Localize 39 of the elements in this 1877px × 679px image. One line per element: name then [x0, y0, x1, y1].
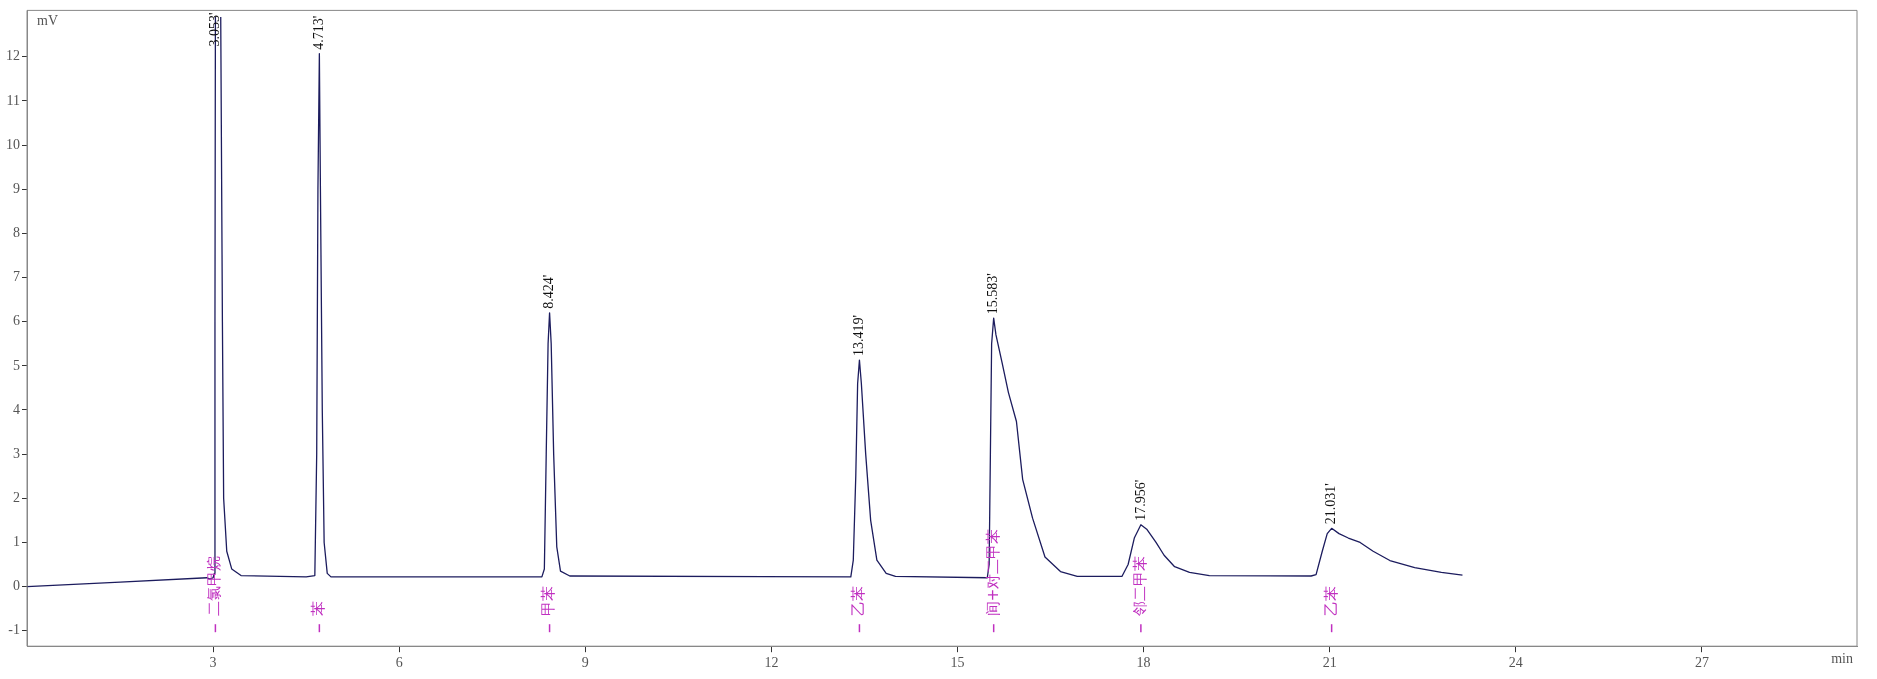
annotation: 二氯甲烷: [205, 556, 224, 617]
y-tick-label: 6: [13, 313, 20, 329]
x-axis-title: min: [1831, 650, 1853, 666]
annotation: 4.713': [311, 15, 327, 50]
y-tick-label: 4: [13, 401, 20, 417]
x-tick-label: 21: [1322, 655, 1337, 671]
y-tick-label: 0: [13, 578, 20, 594]
x-tick-label: 15: [950, 655, 965, 671]
y-tick-label: 3: [13, 445, 20, 461]
x-tick-label: 9: [581, 655, 589, 671]
x-tick-label: 27: [1694, 655, 1709, 671]
y-tick-label: 7: [13, 269, 20, 285]
y-tick-label: 11: [6, 92, 20, 108]
y-tick-label: 2: [13, 489, 20, 505]
y-tick-label: 8: [13, 225, 20, 241]
y-tick-label: -1: [8, 622, 20, 638]
y-tick-label: 5: [13, 357, 20, 373]
y-axis-title: mV: [37, 13, 58, 29]
annotation: 甲苯: [539, 586, 558, 617]
annotation: 8.424': [541, 274, 557, 309]
annotation: 间+对二甲苯: [983, 528, 1002, 617]
annotation: 乙苯: [1321, 586, 1340, 617]
annotation: 乙苯: [849, 586, 868, 617]
annotation: 17.956': [1132, 479, 1148, 521]
annotation: 苯: [309, 601, 328, 617]
y-tick-label: 12: [6, 48, 20, 64]
annotation: 邻二甲苯: [1130, 556, 1149, 617]
annotation: 21.031': [1323, 483, 1339, 525]
y-tick-label: 9: [13, 180, 20, 196]
annotation: 15.583': [985, 273, 1001, 315]
x-tick-label: 12: [764, 655, 779, 671]
x-tick-label: 6: [395, 655, 403, 671]
annotation: 3.053': [207, 12, 223, 47]
x-tick-label: 24: [1508, 655, 1523, 671]
annotation: 13.419': [851, 315, 867, 357]
x-tick-label: 18: [1136, 655, 1151, 671]
y-tick-label: 1: [13, 534, 20, 550]
y-tick-label: 10: [6, 136, 20, 152]
x-tick-label: 3: [209, 655, 217, 671]
